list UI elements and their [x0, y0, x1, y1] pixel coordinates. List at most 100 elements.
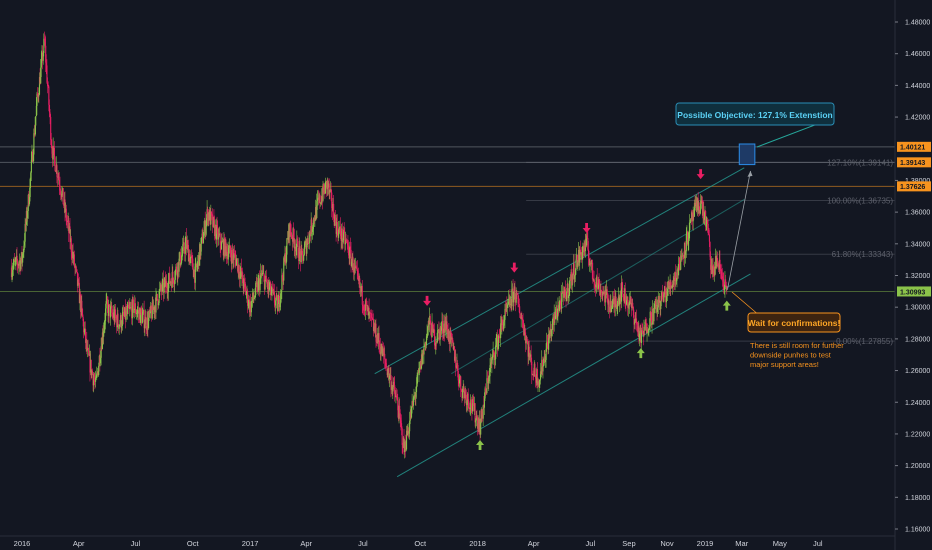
candle-body [558, 304, 560, 311]
candle-body [364, 310, 366, 312]
candle-body [420, 361, 422, 369]
candle-body [464, 391, 466, 399]
candle-body [334, 214, 337, 222]
candle-body [117, 313, 119, 325]
candle-body [136, 313, 138, 315]
candle-body [15, 255, 17, 259]
candle-body [593, 278, 595, 282]
candle-body [538, 380, 540, 387]
objective-callout-box [675, 102, 835, 126]
candle-body [546, 341, 548, 343]
candle-body [179, 252, 181, 266]
candle-body [358, 275, 360, 281]
price-tag-label: 1.39143 [900, 160, 925, 167]
candle-body [353, 263, 355, 273]
candle-body [675, 272, 677, 282]
candle-body [29, 179, 31, 197]
candle-body [506, 304, 509, 308]
candle-body [390, 375, 392, 390]
candle-body [572, 274, 574, 276]
x-tick-label: 2017 [242, 539, 259, 548]
candle-body [697, 198, 699, 211]
candle-body [354, 266, 356, 268]
candle-body [162, 279, 165, 293]
candle-body [575, 259, 577, 270]
candle-body [478, 423, 480, 432]
x-tick-label: Sep [622, 539, 635, 548]
candle-body [391, 385, 393, 390]
candle-body [641, 330, 643, 332]
candle-body [545, 348, 547, 360]
candle-body [501, 319, 503, 326]
candle-body [151, 310, 153, 319]
candle-body [619, 291, 621, 299]
candle-body [321, 196, 323, 201]
candle-body [305, 240, 307, 244]
candle-body [591, 259, 593, 263]
candle-body [520, 317, 522, 319]
candle-body [225, 239, 227, 247]
candle-body [245, 286, 247, 295]
fib-level-label: 61.80%(1.33343) [832, 250, 894, 259]
candle-body [360, 286, 362, 293]
candle-body [15, 258, 17, 262]
candle-body [484, 388, 486, 399]
candle-body [329, 190, 331, 193]
candle-body [614, 299, 616, 308]
candle-body [151, 301, 153, 319]
candle-body [93, 379, 95, 386]
candle-body [543, 358, 545, 367]
candle-body [635, 318, 637, 322]
candle-body [171, 281, 173, 288]
candle-body [599, 283, 601, 295]
candle-body [214, 225, 216, 237]
candle-body [275, 294, 277, 301]
candle-body [348, 255, 350, 259]
candle-body [112, 314, 114, 318]
candle-body [622, 293, 624, 300]
candle-body [604, 291, 606, 303]
candle-body [89, 353, 91, 373]
candle-body [148, 317, 150, 329]
candle-body [169, 273, 171, 284]
candle-body [22, 253, 24, 263]
candle-body [701, 200, 703, 204]
candle-body [681, 256, 683, 260]
objective-callout-pointer [756, 122, 821, 148]
candle-body [443, 323, 445, 334]
candle-body [402, 444, 404, 448]
candle-body [328, 183, 330, 193]
candle-body [544, 356, 546, 362]
candle-body [620, 282, 623, 302]
candle-body [375, 323, 377, 342]
candle-body [481, 409, 483, 415]
candle-body [614, 297, 616, 308]
candle-body [554, 315, 557, 320]
down-arrow-icon [423, 295, 432, 306]
candle-body [228, 248, 230, 254]
candle-body [313, 218, 315, 227]
candle-body [309, 232, 311, 234]
candle-body [113, 312, 115, 322]
candle-body [251, 300, 253, 303]
candle-body [94, 381, 96, 383]
candle-body [50, 139, 52, 146]
candle-body [268, 281, 270, 290]
candle-body [385, 363, 387, 367]
candle-body [266, 282, 268, 285]
candle-body [333, 218, 335, 226]
candle-body [667, 281, 669, 290]
candle-body [523, 329, 525, 335]
candle-body [361, 285, 363, 293]
candle-body [157, 299, 159, 306]
candle-body [629, 301, 631, 306]
candle-body [435, 341, 438, 343]
candle-body [40, 58, 42, 68]
candle-body [176, 266, 178, 273]
candle-body [480, 409, 482, 423]
candle-body [708, 234, 710, 242]
candle-body [235, 257, 237, 266]
candle-body [693, 214, 695, 217]
